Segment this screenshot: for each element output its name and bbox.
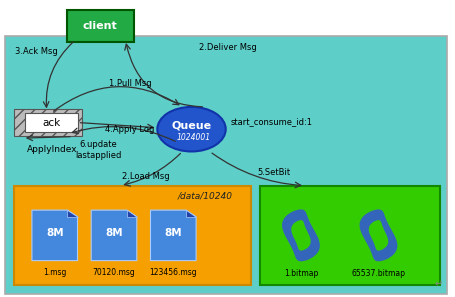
Polygon shape (282, 209, 319, 261)
Text: 5.SetBit: 5.SetBit (257, 168, 289, 177)
Text: /data/10240: /data/10240 (177, 192, 232, 200)
Text: 8M: 8M (164, 228, 182, 238)
Text: ack: ack (42, 118, 61, 127)
Text: 6.update
lastapplied: 6.update lastapplied (75, 140, 121, 160)
Polygon shape (186, 210, 196, 217)
Polygon shape (368, 220, 387, 251)
Text: ApplyIndex: ApplyIndex (27, 146, 78, 154)
Text: client: client (83, 21, 117, 31)
FancyBboxPatch shape (5, 36, 446, 294)
Text: start_consume_id:1: start_consume_id:1 (230, 117, 312, 126)
Polygon shape (359, 209, 396, 261)
Text: 8M: 8M (46, 228, 63, 238)
Polygon shape (126, 210, 136, 217)
FancyBboxPatch shape (25, 113, 77, 132)
Text: 2.Load Msg: 2.Load Msg (122, 172, 169, 181)
Text: 3.Ack Msg: 3.Ack Msg (15, 48, 58, 56)
Text: ↵: ↵ (433, 279, 441, 290)
Text: 4.Apply Log: 4.Apply Log (105, 125, 154, 134)
Text: 65537.bitmap: 65537.bitmap (351, 269, 404, 278)
FancyBboxPatch shape (259, 186, 439, 285)
Polygon shape (67, 210, 77, 217)
Polygon shape (32, 210, 77, 261)
Text: 2.Deliver Msg: 2.Deliver Msg (199, 43, 256, 52)
FancyBboxPatch shape (14, 109, 82, 136)
Text: 1.bitmap: 1.bitmap (283, 269, 318, 278)
Text: Queue: Queue (171, 121, 211, 131)
Text: 1.msg: 1.msg (43, 268, 66, 277)
Polygon shape (150, 210, 196, 261)
FancyBboxPatch shape (14, 186, 250, 285)
Text: 123456.msg: 123456.msg (149, 268, 197, 277)
Polygon shape (291, 220, 310, 251)
Text: 1024001: 1024001 (177, 133, 210, 142)
Circle shape (157, 107, 225, 151)
Text: 1.Pull Msg: 1.Pull Msg (108, 79, 151, 88)
FancyBboxPatch shape (67, 10, 133, 42)
Polygon shape (91, 210, 136, 261)
Text: 8M: 8M (105, 228, 122, 238)
Text: 70120.msg: 70120.msg (92, 268, 135, 277)
